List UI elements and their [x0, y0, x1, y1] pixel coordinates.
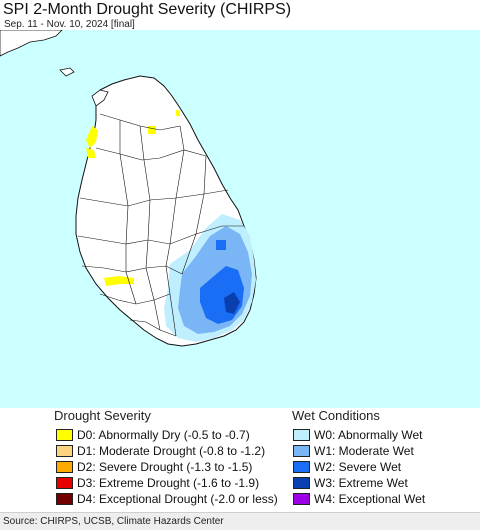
- india-coast: [0, 30, 63, 57]
- legend-swatch-d2: [56, 461, 73, 473]
- dry-d0-patch-northwest: [86, 126, 98, 148]
- drought-legend: D0: Abnormally Dry (-0.5 to -0.7) D1: Mo…: [56, 427, 278, 507]
- legend-label-d1: D1: Moderate Drought (-0.8 to -1.2): [77, 444, 266, 458]
- legend-label-d4: D4: Exceptional Drought (-2.0 or less): [77, 492, 278, 506]
- dry-d0-patch-central: [104, 276, 134, 286]
- map-title: SPI 2-Month Drought Severity (CHIRPS): [3, 1, 292, 18]
- legend-label-d3: D3: Extreme Drought (-1.6 to -1.9): [77, 476, 260, 490]
- legend-item-d1: D1: Moderate Drought (-0.8 to -1.2): [56, 443, 278, 459]
- legend-label-w2: W2: Severe Wet: [314, 460, 402, 474]
- legend-item-d3: D3: Extreme Drought (-1.6 to -1.9): [56, 475, 278, 491]
- map-subtitle: Sep. 11 - Nov. 10, 2024 [final]: [4, 19, 135, 30]
- legend-swatch-w4: [293, 493, 310, 505]
- legend-item-d4: D4: Exceptional Drought (-2.0 or less): [56, 491, 278, 507]
- legend-label-w4: W4: Exceptional Wet: [314, 492, 426, 506]
- wet-w2-patch: [216, 240, 226, 250]
- legend-label-d2: D2: Severe Drought (-1.3 to -1.5): [77, 460, 253, 474]
- legend-item-w1: W1: Moderate Wet: [293, 443, 425, 459]
- source-footer: Source: CHIRPS, UCSB, Climate Hazards Ce…: [0, 512, 480, 530]
- wet-legend: W0: Abnormally Wet W1: Moderate Wet W2: …: [293, 427, 425, 507]
- legend-label-w3: W3: Extreme Wet: [314, 476, 408, 490]
- legend-item-d0: D0: Abnormally Dry (-0.5 to -0.7): [56, 427, 278, 443]
- legend-label-w1: W1: Moderate Wet: [314, 444, 414, 458]
- legend-swatch-d1: [56, 445, 73, 457]
- legend-swatch-w1: [293, 445, 310, 457]
- drought-legend-heading: Drought Severity: [54, 408, 151, 423]
- legend-item-w3: W3: Extreme Wet: [293, 475, 425, 491]
- legend-item-w2: W2: Severe Wet: [293, 459, 425, 475]
- drought-map: [0, 30, 480, 408]
- legend-item-w0: W0: Abnormally Wet: [293, 427, 425, 443]
- wet-w3-region: [224, 292, 240, 314]
- wet-legend-heading: Wet Conditions: [292, 408, 380, 423]
- mannar-islet: [59, 67, 75, 77]
- legend-swatch-w3: [293, 477, 310, 489]
- jaffna-peninsula: [91, 89, 109, 107]
- legend-swatch-w0: [293, 429, 310, 441]
- legend-swatch-d3: [56, 477, 73, 489]
- legend-swatch-d4: [56, 493, 73, 505]
- legend-label-d0: D0: Abnormally Dry (-0.5 to -0.7): [77, 428, 250, 442]
- legend-label-w0: W0: Abnormally Wet: [314, 428, 423, 442]
- legend-swatch-w2: [293, 461, 310, 473]
- legend-swatch-d0: [56, 429, 73, 441]
- dry-d0-patch-northeast: [176, 110, 180, 116]
- district-boundaries: [77, 113, 244, 337]
- dry-d0-patch-west: [86, 148, 96, 158]
- legend-item-d2: D2: Severe Drought (-1.3 to -1.5): [56, 459, 278, 475]
- dry-d0-patch-north: [148, 126, 156, 134]
- legend-item-w4: W4: Exceptional Wet: [293, 491, 425, 507]
